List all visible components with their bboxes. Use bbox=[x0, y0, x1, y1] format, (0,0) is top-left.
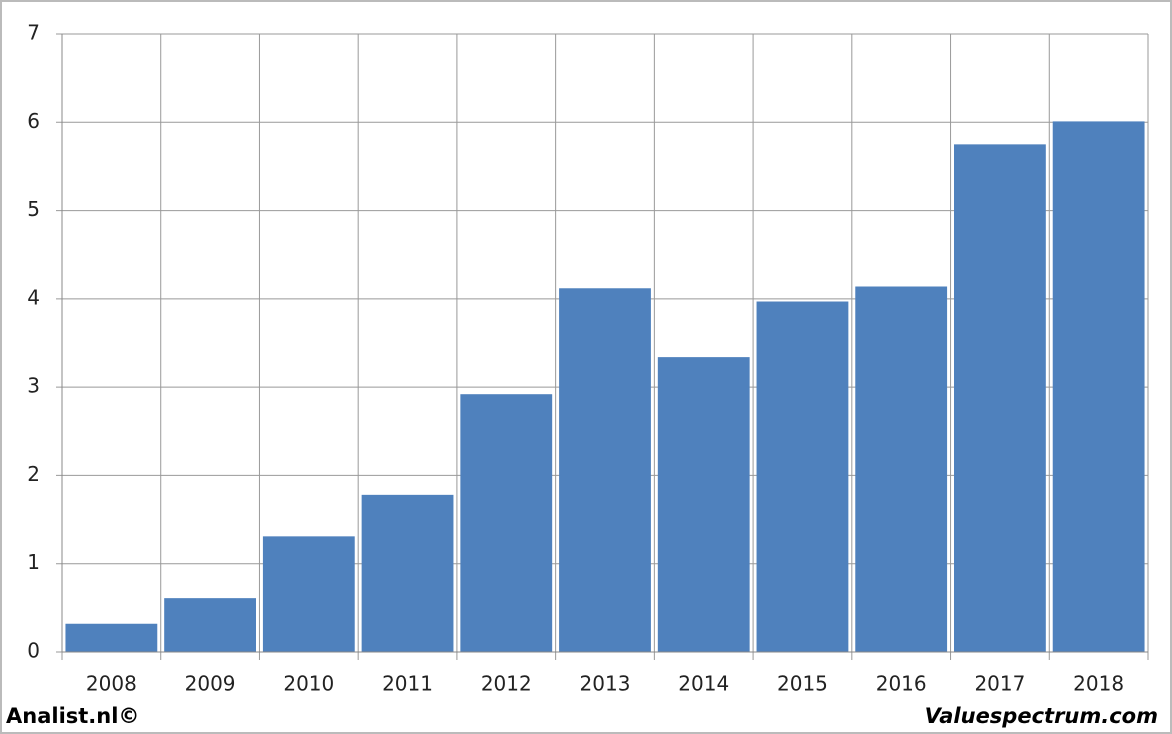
x-tick-label: 2012 bbox=[481, 672, 532, 696]
y-tick-label: 3 bbox=[27, 374, 40, 398]
x-tick-label: 2008 bbox=[86, 672, 137, 696]
y-tick-label: 2 bbox=[27, 462, 40, 486]
footer-left: Analist.nl© bbox=[6, 704, 139, 728]
y-tick-label: 1 bbox=[27, 550, 40, 574]
bar bbox=[855, 286, 948, 652]
x-tick-label: 2010 bbox=[283, 672, 334, 696]
x-tick-label: 2017 bbox=[974, 672, 1025, 696]
bar bbox=[460, 394, 553, 652]
y-tick-label: 5 bbox=[27, 197, 40, 221]
y-tick-label: 7 bbox=[27, 21, 40, 45]
bar bbox=[1052, 121, 1145, 653]
bar bbox=[65, 623, 158, 652]
x-tick-label: 2015 bbox=[777, 672, 828, 696]
y-tick-label: 6 bbox=[27, 109, 40, 133]
bar bbox=[756, 301, 849, 652]
x-tick-label: 2016 bbox=[876, 672, 927, 696]
x-tick-label: 2013 bbox=[580, 672, 631, 696]
x-tick-label: 2011 bbox=[382, 672, 433, 696]
y-tick-label: 4 bbox=[27, 285, 40, 309]
bar bbox=[559, 288, 651, 652]
bar bbox=[657, 357, 750, 652]
x-tick-label: 2018 bbox=[1073, 672, 1124, 696]
bar bbox=[164, 598, 256, 652]
x-tick-label: 2009 bbox=[185, 672, 236, 696]
x-tick-label: 2014 bbox=[678, 672, 729, 696]
bar bbox=[361, 494, 454, 652]
footer-right: Valuespectrum.com bbox=[925, 704, 1158, 728]
y-tick-label: 0 bbox=[27, 639, 40, 663]
bar bbox=[954, 144, 1046, 652]
bar bbox=[262, 536, 355, 652]
